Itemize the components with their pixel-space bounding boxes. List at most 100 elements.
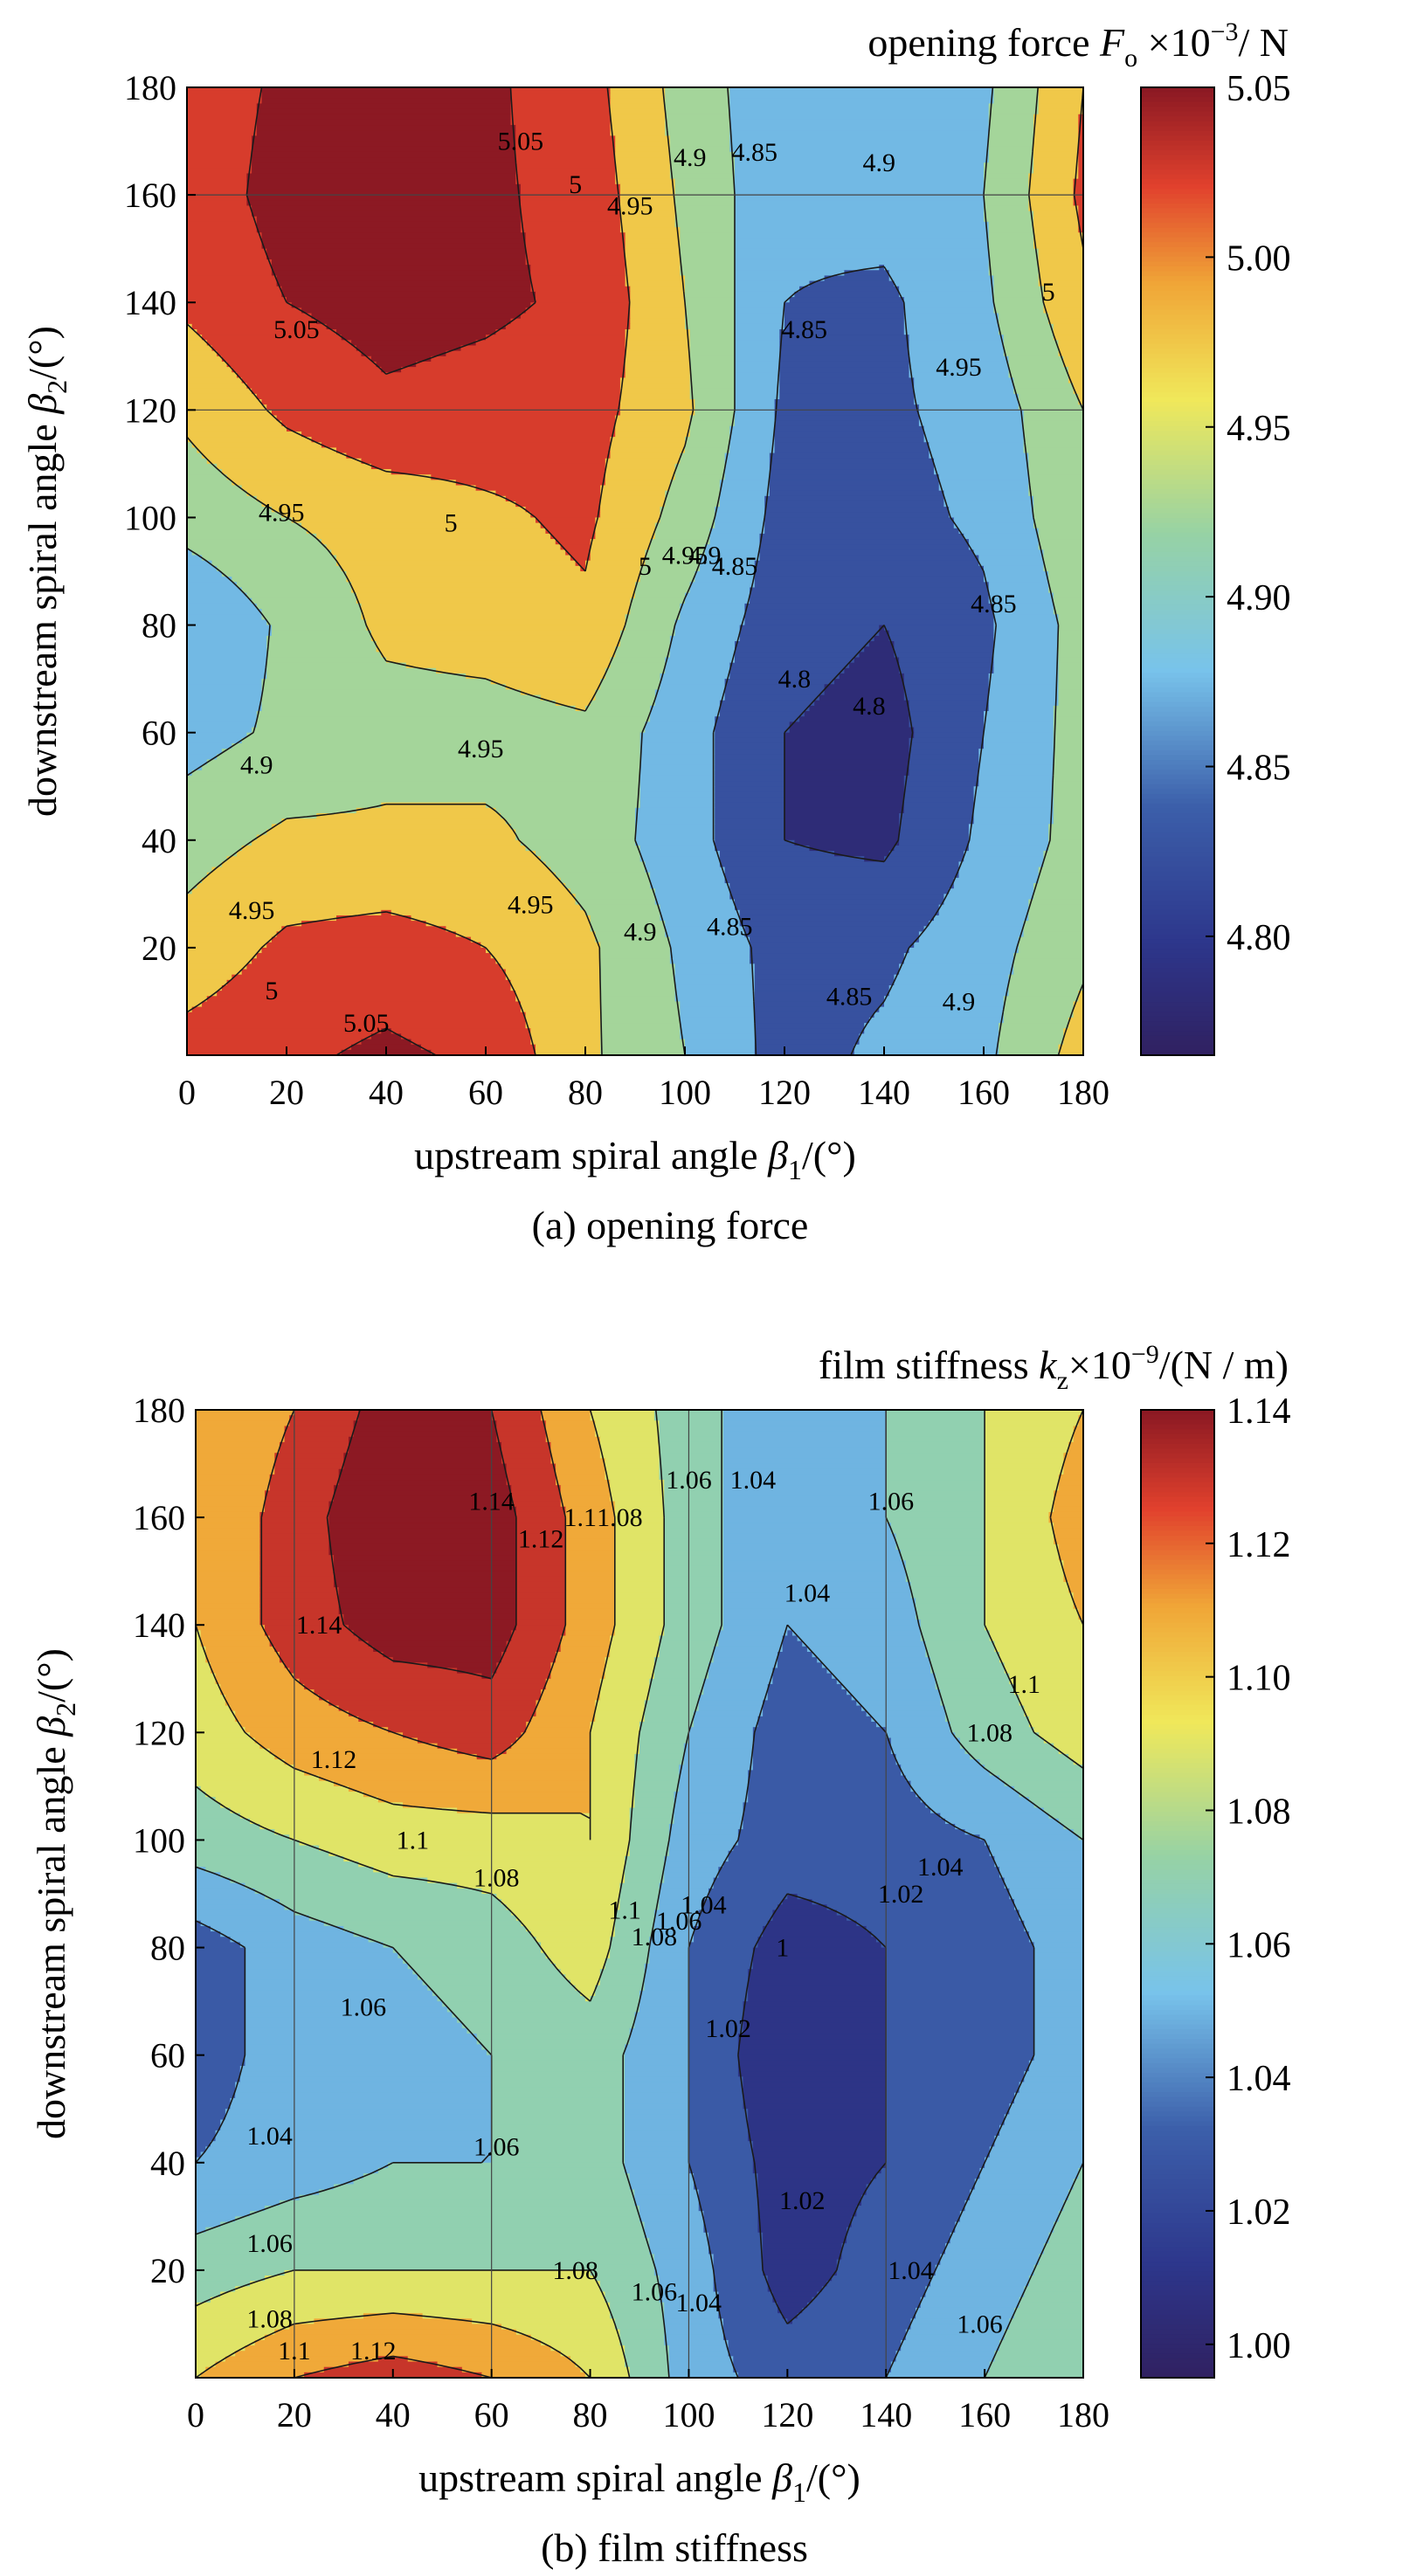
contour-label: 1.08 — [597, 1503, 643, 1532]
colorbar-segment — [1141, 2358, 1214, 2365]
colorbar-segment — [1141, 164, 1214, 170]
colorbar-segment — [1141, 290, 1214, 296]
colorbar-segment — [1141, 1569, 1214, 1576]
colorbar-segment — [1141, 324, 1214, 330]
colorbar-segment — [1141, 97, 1214, 103]
x-tick-label: 40 — [369, 1073, 404, 1112]
colorbar-segment — [1141, 87, 1214, 93]
colorbar-segment — [1141, 1986, 1214, 1992]
colorbar-segment — [1141, 900, 1214, 906]
colorbar-segment — [1141, 2276, 1214, 2282]
colorbar-segment — [1141, 614, 1214, 621]
colorbar-segment — [1141, 2140, 1214, 2146]
colorbar-segment — [1141, 1666, 1214, 1672]
colorbar-frame — [1140, 86, 1215, 1056]
colorbar-segment — [1141, 915, 1214, 921]
colorbar-segment — [1141, 997, 1214, 1003]
colorbar-segment — [1141, 1545, 1214, 1551]
colorbar-segment — [1141, 2262, 1214, 2268]
colorbar-segment — [1141, 1652, 1214, 1658]
colorbar-segment — [1141, 1719, 1214, 1725]
contour-fill — [196, 1410, 1084, 2379]
y-tick-label: 20 — [142, 929, 176, 968]
colorbar-segment — [1141, 2310, 1214, 2316]
contour-label: 1.04 — [246, 2122, 293, 2151]
colorbar-segment — [1141, 2290, 1214, 2296]
colorbar-segment — [1141, 987, 1214, 993]
colorbar-segment — [1141, 764, 1214, 770]
y-tick-label: 180 — [133, 1391, 185, 1430]
colorbar-segment — [1141, 2102, 1214, 2108]
colorbar-segment — [1141, 1908, 1214, 1914]
colorbar-segment — [1141, 2237, 1214, 2243]
colorbar-segment — [1141, 1487, 1214, 1493]
colorbar-segment — [1141, 876, 1214, 882]
colorbar-segment — [1141, 1574, 1214, 1580]
y-axis-label: downstream spiral angle β2/(°) — [20, 326, 73, 817]
colorbar-segment — [1141, 939, 1214, 945]
colorbar-tick-label: 1.02 — [1227, 2193, 1291, 2233]
colorbar-segment — [1141, 1690, 1214, 1696]
colorbar-segment — [1141, 1045, 1214, 1052]
colorbar-segment — [1141, 2024, 1214, 2030]
colorbar-segment — [1141, 295, 1214, 301]
colorbar-label: film stiffness kz×10−9/(N / m) — [819, 1340, 1289, 1395]
colorbar-segment — [1141, 634, 1214, 640]
colorbar-segment — [1141, 687, 1214, 694]
colorbar-segment — [1141, 2043, 1214, 2049]
contour-label: 5.05 — [273, 315, 320, 344]
colorbar-segment — [1141, 1468, 1214, 1474]
colorbar-segment — [1141, 2241, 1214, 2248]
x-tick-label: 0 — [178, 1073, 196, 1112]
y-tick-label: 120 — [133, 1713, 185, 1752]
colorbar-segment — [1141, 363, 1214, 369]
contour-label: 1.04 — [784, 1578, 831, 1607]
colorbar-segment — [1141, 1016, 1214, 1022]
colorbar-segment — [1141, 1763, 1214, 1769]
x-tick-label: 0 — [187, 2395, 204, 2434]
colorbar-segment — [1141, 929, 1214, 936]
colorbar-segment — [1141, 528, 1214, 534]
colorbar-segment — [1141, 1419, 1214, 1426]
contour-label: 4.85 — [707, 912, 753, 941]
colorbar-segment — [1141, 1913, 1214, 1919]
axis-ticks: 0 20 40 60 80 100 120 140 160 180 20 40 60 80 100 120 14… — [133, 1391, 1109, 2434]
colorbar-segment — [1141, 832, 1214, 839]
colorbar-segment — [1141, 2092, 1214, 2098]
contour-label: 1.06 — [632, 2278, 678, 2307]
colorbar-segment — [1141, 721, 1214, 727]
colorbar-segment — [1141, 1999, 1214, 2006]
colorbar-segment — [1141, 1477, 1214, 1483]
colorbar-segment — [1141, 213, 1214, 219]
contour-label: 1.06 — [957, 2310, 1003, 2338]
contour-label: 4.9 — [240, 751, 273, 780]
contour-label: 1.1 — [278, 2337, 311, 2365]
colorbar-segment — [1141, 111, 1214, 117]
colorbar-segment — [1141, 1869, 1214, 1875]
colorbar-segment — [1141, 1035, 1214, 1042]
colorbar-segment — [1141, 488, 1214, 495]
colorbar-segment — [1141, 2062, 1214, 2069]
colorbar-tick-label: 1.12 — [1227, 1525, 1291, 1565]
colorbar-segment — [1141, 368, 1214, 374]
colorbar-segment — [1141, 349, 1214, 355]
colorbar-segment — [1141, 1816, 1214, 1822]
colorbar-segment — [1141, 644, 1214, 650]
colorbar-segment — [1141, 203, 1214, 210]
colorbar-segment — [1141, 198, 1214, 204]
colorbar-segment — [1141, 692, 1214, 698]
colorbar-segment — [1141, 227, 1214, 233]
colorbar-segment — [1141, 2131, 1214, 2137]
colorbar-segment — [1141, 1050, 1214, 1056]
colorbar-segment — [1141, 1627, 1214, 1633]
contour-label: 1.14 — [296, 1611, 342, 1640]
colorbar-segment — [1141, 991, 1214, 998]
colorbar-segment — [1141, 1744, 1214, 1750]
contour-label: 4.9 — [674, 143, 707, 172]
colorbar-segment — [1141, 852, 1214, 858]
colorbar-segment — [1141, 1966, 1214, 1972]
colorbar-segment — [1141, 861, 1214, 867]
colorbar-segment — [1141, 387, 1214, 393]
colorbar-segment — [1141, 2150, 1214, 2156]
